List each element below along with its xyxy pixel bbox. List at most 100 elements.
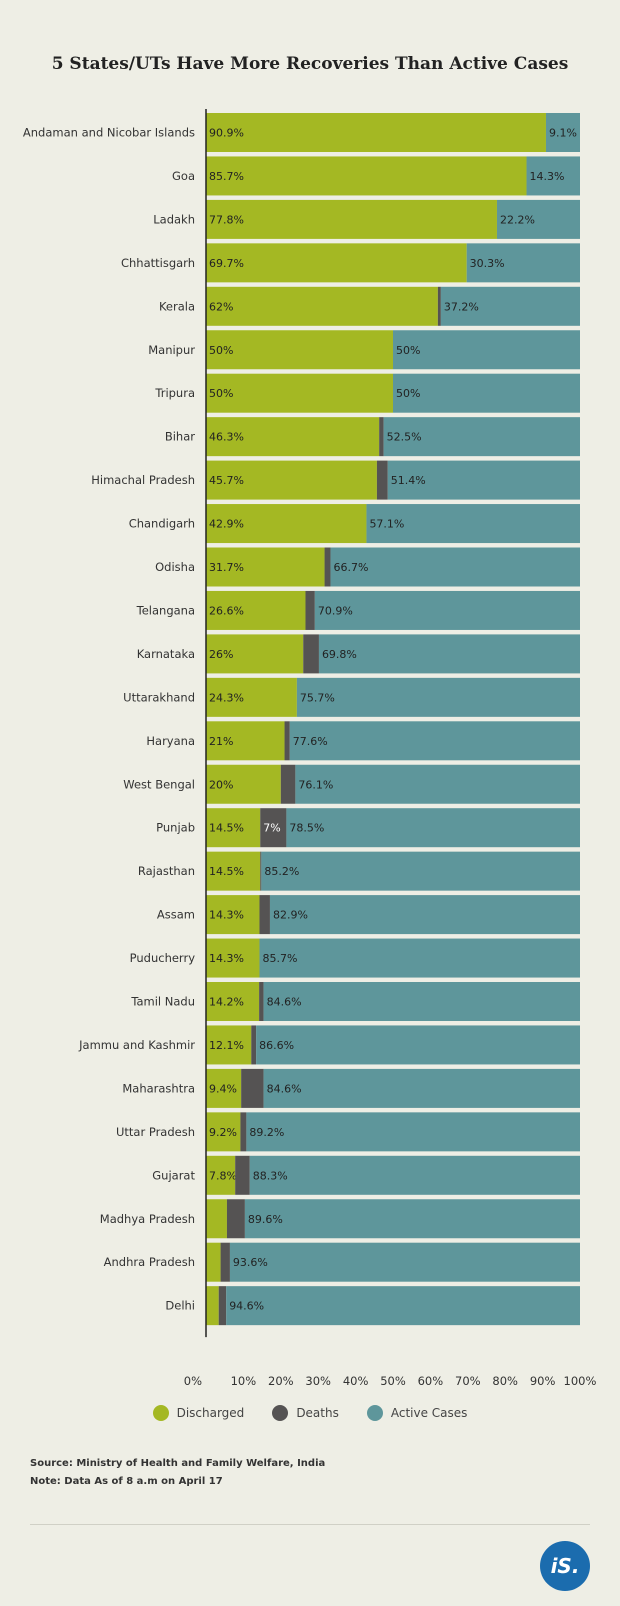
data-label-discharged-karnataka: 26% <box>209 648 233 661</box>
data-label-active-karnataka: 69.8% <box>322 648 357 661</box>
category-label-uttarakhand: Uttarakhand <box>123 690 195 704</box>
category-label-telangana: Telangana <box>136 603 195 617</box>
category-label-gujarat: Gujarat <box>152 1168 195 1182</box>
bar-active-tripura <box>393 373 580 413</box>
bar-discharged-uttar-pradesh <box>206 1112 241 1152</box>
data-label-discharged-uttarakhand: 24.3% <box>209 691 244 704</box>
bar-discharged-tamil-nadu <box>206 982 260 1021</box>
data-label-active-tamil-nadu: 84.6% <box>267 996 302 1009</box>
bar-discharged-manipur <box>206 330 393 370</box>
bar-discharged-rajasthan <box>206 851 261 891</box>
legend-label-discharged: Discharged <box>176 1406 245 1420</box>
bar-deaths-jammu-and-kashmir <box>251 1025 257 1065</box>
data-label-discharged-gujarat: 7.8% <box>209 1169 237 1182</box>
bar-deaths-odisha <box>324 547 331 587</box>
data-label-discharged-andaman-and-nicobar-islands: 90.9% <box>209 127 244 140</box>
data-label-discharged-tamil-nadu: 14.2% <box>209 996 244 1009</box>
bar-active-maharashtra <box>263 1068 580 1108</box>
bar-discharged-karnataka <box>206 634 304 674</box>
data-label-active-goa: 14.3% <box>530 170 565 183</box>
bar-active-bihar <box>383 417 580 457</box>
data-label-active-puducherry: 85.7% <box>262 952 297 965</box>
x-tick-label: 70% <box>455 1374 481 1388</box>
bar-deaths-haryana <box>284 721 290 761</box>
bar-active-puducherry <box>259 938 580 978</box>
brand-logo: iS. <box>540 1541 590 1591</box>
data-label-discharged-kerala: 62% <box>209 300 233 313</box>
data-label-active-chandigarh: 57.1% <box>369 518 404 531</box>
category-label-uttar-pradesh: Uttar Pradesh <box>116 1125 195 1139</box>
bar-active-haryana <box>289 721 580 761</box>
bar-deaths-karnataka <box>303 634 319 674</box>
category-label-andaman-and-nicobar-islands: Andaman and Nicobar Islands <box>23 126 195 140</box>
category-label-manipur: Manipur <box>148 343 195 357</box>
data-label-active-tripura: 50% <box>396 387 420 400</box>
bar-deaths-maharashtra <box>241 1068 264 1108</box>
bar-active-madhya-pradesh <box>244 1199 580 1239</box>
legend-label-deaths: Deaths <box>296 1406 339 1420</box>
data-label-discharged-chandigarh: 42.9% <box>209 518 244 531</box>
bar-active-manipur <box>393 330 580 370</box>
data-label-active-manipur: 50% <box>396 344 420 357</box>
data-label-active-punjab: 78.5% <box>289 822 324 835</box>
x-tick-label: 50% <box>380 1374 406 1388</box>
x-tick-label: 0% <box>184 1374 202 1388</box>
data-label-active-rajasthan: 85.2% <box>264 865 299 878</box>
category-label-karnataka: Karnataka <box>137 647 195 661</box>
date-note: Note: Data As of 8 a.m on April 17 <box>30 1476 223 1487</box>
legend-swatch-deaths <box>272 1405 289 1421</box>
legend-swatch-discharged <box>152 1405 169 1421</box>
bar-active-andaman-and-nicobar-islands <box>545 113 580 152</box>
bar-active-kerala <box>440 286 580 326</box>
bar-active-west-bengal <box>295 764 580 804</box>
data-label-discharged-puducherry: 14.3% <box>209 952 244 965</box>
bar-active-uttarakhand <box>296 677 580 717</box>
x-tick-label: 40% <box>343 1374 369 1388</box>
category-label-chandigarh: Chandigarh <box>129 517 195 531</box>
bar-discharged-puducherry <box>206 938 260 978</box>
bar-deaths-delhi <box>218 1286 227 1326</box>
data-label-discharged-tripura: 50% <box>209 387 233 400</box>
bar-active-chhattisgarh <box>466 243 580 283</box>
bar-active-uttar-pradesh <box>246 1112 580 1152</box>
data-label-discharged-uttar-pradesh: 9.2% <box>209 1126 237 1139</box>
category-label-west-bengal: West Bengal <box>123 777 195 791</box>
data-label-discharged-punjab: 14.5% <box>209 822 244 835</box>
category-label-bihar: Bihar <box>165 430 195 444</box>
bar-discharged-tripura <box>206 373 393 413</box>
category-label-tamil-nadu: Tamil Nadu <box>130 995 195 1009</box>
x-tick-label: 100% <box>564 1374 597 1388</box>
bar-discharged-himachal-pradesh <box>206 460 377 500</box>
data-label-discharged-manipur: 50% <box>209 344 233 357</box>
bar-active-ladakh <box>496 199 580 239</box>
category-label-maharashtra: Maharashtra <box>122 1081 195 1095</box>
category-label-andhra-pradesh: Andhra Pradesh <box>104 1255 195 1269</box>
data-label-discharged-chhattisgarh: 69.7% <box>209 257 244 270</box>
bar-active-punjab <box>286 808 580 848</box>
data-label-deaths-punjab: 7% <box>263 822 280 835</box>
bar-discharged-uttarakhand <box>206 677 297 717</box>
bar-discharged-jammu-and-kashmir <box>206 1025 252 1065</box>
x-tick-label: 20% <box>268 1374 294 1388</box>
category-label-goa: Goa <box>172 169 195 183</box>
bar-discharged-madhya-pradesh <box>206 1199 227 1239</box>
data-label-discharged-ladakh: 77.8% <box>209 213 244 226</box>
bar-discharged-chhattisgarh <box>206 243 467 283</box>
category-label-assam: Assam <box>157 908 195 922</box>
bar-discharged-bihar <box>206 417 380 457</box>
category-label-tripura: Tripura <box>154 386 195 400</box>
data-label-active-gujarat: 88.3% <box>253 1169 288 1182</box>
data-label-discharged-goa: 85.7% <box>209 170 244 183</box>
data-label-active-maharashtra: 84.6% <box>267 1082 302 1095</box>
bar-active-chandigarh <box>366 504 580 544</box>
legend-item-deaths: Deaths <box>272 1405 339 1421</box>
bar-active-himachal-pradesh <box>387 460 580 500</box>
x-tick-label: 90% <box>530 1374 556 1388</box>
legend-item-discharged: Discharged <box>152 1405 245 1421</box>
bar-discharged-kerala <box>206 286 438 326</box>
source-note: Source: Ministry of Health and Family We… <box>30 1458 326 1469</box>
bar-active-goa <box>526 156 580 196</box>
data-label-discharged-haryana: 21% <box>209 735 233 748</box>
data-label-active-kerala: 37.2% <box>444 300 479 313</box>
bar-discharged-telangana <box>206 590 306 630</box>
